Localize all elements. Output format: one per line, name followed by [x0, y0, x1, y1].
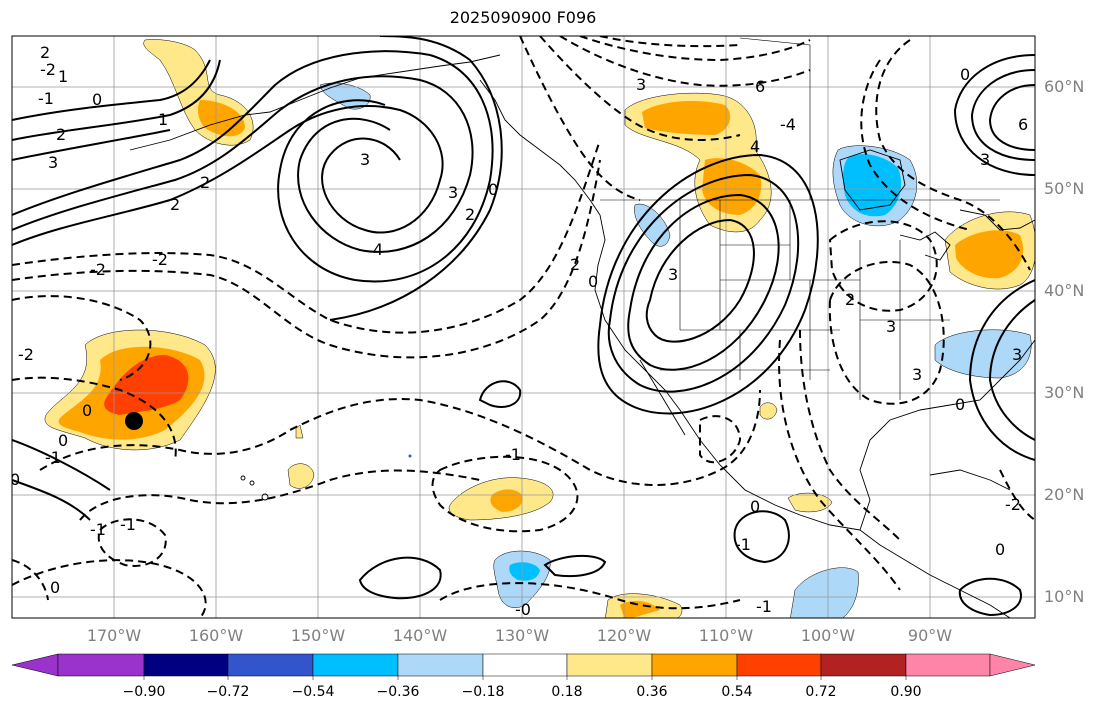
contour-label: 0 — [92, 90, 102, 109]
lon-label-130w: 130°W — [494, 626, 550, 645]
lon-label-90w: 90°W — [907, 626, 953, 645]
map-frame — [11, 35, 1036, 619]
colorbar-segment — [482, 653, 568, 677]
colorbar-segment — [397, 653, 484, 677]
contour-label: 3 — [1012, 345, 1022, 364]
contour-label: 0 — [960, 65, 970, 84]
contour-label: 3 — [886, 317, 896, 336]
contour-label: -2 — [1005, 495, 1021, 514]
contour-label: 0 — [995, 540, 1005, 559]
colorbar-tick-label: −0.18 — [461, 684, 505, 700]
contour-label: -1 — [505, 445, 521, 464]
contour-label: 3 — [360, 150, 370, 169]
colorbar-tick-label: 0.90 — [890, 684, 922, 700]
contour-label: 2 — [465, 205, 475, 224]
map-background — [12, 36, 1035, 618]
colorbar-segment — [905, 653, 991, 677]
contour-label: 2 — [570, 255, 580, 274]
lon-label-140w: 140°W — [392, 626, 448, 645]
contour-label: -1 — [120, 515, 136, 534]
lat-label-20n: 20°N — [1044, 485, 1085, 504]
contour-label: 2 — [200, 173, 210, 192]
contour-label: 6 — [755, 77, 765, 96]
gridlines — [12, 36, 1035, 618]
lon-label-100w: 100°W — [800, 626, 856, 645]
colorbar-segment — [312, 653, 399, 677]
contour-label: 4 — [750, 137, 760, 156]
negative-contours — [12, 36, 1035, 618]
colorbar-tick-label: −0.72 — [206, 684, 250, 700]
colorbar-tick-label: 0.36 — [636, 684, 668, 700]
lon-label-110w: 110°W — [698, 626, 754, 645]
lon-label-120w: 120°W — [596, 626, 652, 645]
contour-label: 0 — [750, 497, 760, 516]
contour-label: 0 — [488, 180, 498, 199]
colorbar-segment — [143, 653, 229, 677]
contour-label: 2 — [845, 290, 855, 309]
contour-label: 3 — [980, 150, 990, 169]
contour-label: 0 — [10, 470, 20, 489]
colorbar-segment — [651, 653, 738, 677]
contour-label: -1 — [45, 448, 61, 467]
colorbar — [11, 653, 1036, 680]
colorbar-segment — [57, 653, 145, 677]
colorbar-tick-label: 0.54 — [721, 684, 753, 700]
colorbar-tick-label: 0.18 — [551, 684, 583, 700]
colorbar-tick-label: −0.54 — [291, 684, 335, 700]
contour-label: -1 — [90, 520, 106, 539]
colorbar-segment — [566, 653, 653, 677]
contour-label: 0 — [955, 395, 965, 414]
lat-label-50n: 50°N — [1044, 179, 1085, 198]
contour-label: -1 — [38, 89, 54, 108]
coastlines — [129, 54, 1035, 618]
lon-label-170w: 170°W — [86, 626, 142, 645]
contour-label: 2 — [56, 125, 66, 144]
contour-label: 3 — [48, 153, 58, 172]
contour-label: 2 — [40, 43, 50, 62]
lat-label-30n: 30°N — [1044, 383, 1085, 402]
contour-label: 3 — [636, 75, 646, 94]
lat-label-60n: 60°N — [1044, 77, 1085, 96]
contour-label: 4 — [373, 240, 383, 259]
colorbar-extend-low — [11, 653, 59, 677]
contour-label: -2 — [40, 60, 56, 79]
contour-label: 6 — [1018, 115, 1028, 134]
contour-label: 3 — [912, 365, 922, 384]
contour-label: 0 — [82, 401, 92, 420]
positive-contours — [12, 36, 1035, 617]
contour-label: -2 — [152, 250, 168, 269]
contour-label: 3 — [668, 265, 678, 284]
colorbar-extend-high — [989, 653, 1036, 677]
contour-label: 1 — [58, 67, 68, 86]
lat-label-40n: 40°N — [1044, 281, 1085, 300]
colorbar-tick-label: −0.90 — [122, 684, 166, 700]
contour-label: 1 — [158, 110, 168, 129]
contour-label: 0 — [588, 272, 598, 291]
contour-label: 2 — [170, 195, 180, 214]
contour-label: -1 — [735, 535, 751, 554]
colorbar-segment — [736, 653, 822, 677]
contour-labels: 2 -2 1 0 -1 2 3 1 2 2 -2 3 4 3 2 0 -2 2 … — [10, 43, 1028, 619]
contour-label: -2 — [90, 260, 106, 279]
contour-label: 0 — [58, 431, 68, 450]
contour-label: -1 — [756, 597, 772, 616]
map-title: 2025090900 F096 — [449, 8, 597, 27]
lon-label-160w: 160°W — [188, 626, 244, 645]
shaded-anomalies — [44, 39, 1035, 618]
colorbar-segment — [820, 653, 907, 677]
contour-label: -0 — [515, 600, 531, 619]
lat-label-10n: 10°N — [1044, 587, 1085, 606]
colorbar-tick-label: −0.36 — [376, 684, 420, 700]
colorbar-tick-label: 0.72 — [805, 684, 837, 700]
lon-label-150w: 150°W — [290, 626, 346, 645]
location-marker — [125, 412, 143, 430]
contour-label: 3 — [448, 183, 458, 202]
contour-label: -2 — [18, 345, 34, 364]
colorbar-segment — [227, 653, 314, 677]
contour-label: 0 — [50, 578, 60, 597]
contour-label: -4 — [780, 115, 796, 134]
